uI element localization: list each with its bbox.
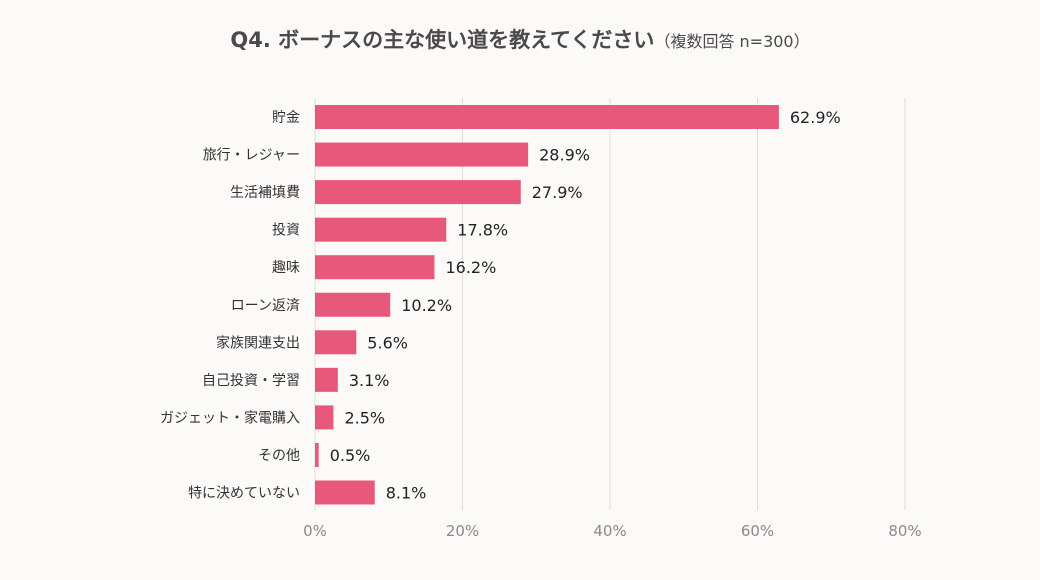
value-label: 3.1% <box>349 371 390 390</box>
value-label: 62.9% <box>790 108 841 127</box>
category-label: 投資 <box>272 223 300 239</box>
category-label: ガジェット・家電購入 <box>160 409 300 426</box>
value-label: 2.5% <box>344 408 385 427</box>
value-label: 8.1% <box>386 484 427 503</box>
category-label: 自己投資・学習 <box>202 373 300 389</box>
chart-title: Q4. ボーナスの主な使い道を教えてください（複数回答 n=300） <box>0 24 1040 54</box>
bar <box>315 255 435 280</box>
x-tick-label: 0% <box>303 522 327 540</box>
bar <box>315 180 521 205</box>
bar <box>315 367 338 392</box>
value-label: 10.2% <box>401 296 452 315</box>
bar <box>315 105 779 129</box>
x-tick-label: 40% <box>593 522 626 540</box>
value-label: 28.9% <box>539 146 590 165</box>
value-label: 0.5% <box>330 446 371 465</box>
category-label: 旅行・レジャー <box>203 148 300 164</box>
category-label: ローン返済 <box>231 298 300 314</box>
value-label: 17.8% <box>457 221 508 240</box>
bar <box>315 330 357 355</box>
category-label: 趣味 <box>272 260 300 276</box>
bar <box>315 292 391 317</box>
value-label: 16.2% <box>445 258 496 277</box>
category-label: 家族関連支出 <box>216 334 300 351</box>
bar <box>315 405 334 430</box>
bar <box>315 142 529 167</box>
category-label: 貯金 <box>272 110 300 126</box>
category-label: 生活補填費 <box>230 185 300 201</box>
chart-subtitle: （複数回答 n=300） <box>654 32 810 51</box>
bar <box>315 442 319 467</box>
chart-title-main: Q4. ボーナスの主な使い道を教えてください <box>230 28 655 52</box>
bar <box>315 480 375 505</box>
value-label: 27.9% <box>532 183 583 202</box>
category-label: 特に決めていない <box>188 486 300 502</box>
category-label: その他 <box>258 448 300 464</box>
x-tick-label: 20% <box>446 522 479 540</box>
bar <box>315 217 447 242</box>
x-tick-label: 80% <box>888 522 921 540</box>
x-tick-label: 60% <box>741 522 774 540</box>
value-label: 5.6% <box>367 333 408 352</box>
